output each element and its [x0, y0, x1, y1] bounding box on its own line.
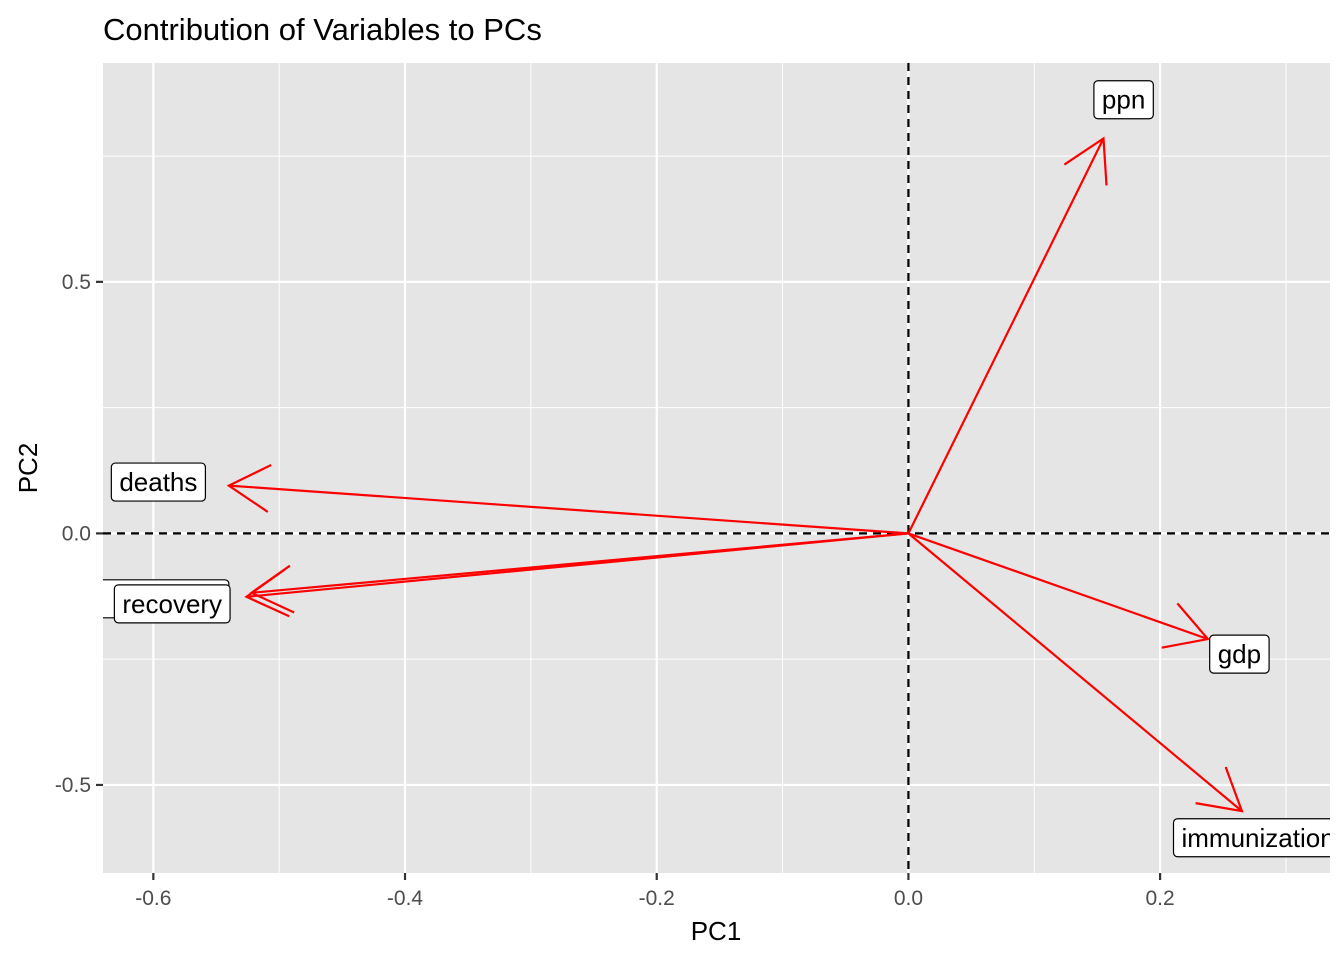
- x-axis-title: PC1: [691, 916, 742, 946]
- arrow-shaft: [907, 532, 1243, 812]
- label-recovery: recovery: [113, 584, 231, 624]
- x-axis: -0.6 -0.4 -0.2 0.0 0.2: [135, 873, 1175, 910]
- loading-arrows: [226, 136, 1244, 813]
- x-tick-label: 0.0: [894, 887, 923, 910]
- x-tick-label: -0.2: [639, 887, 675, 910]
- arrow-immunization: [907, 532, 1244, 813]
- reference-lines: [103, 63, 1330, 873]
- label-text: recovery: [122, 589, 222, 619]
- label-ppn: ppn: [1093, 80, 1154, 120]
- label-box: [1093, 80, 1154, 120]
- arrow-recovery: [244, 532, 909, 618]
- arrow-shaft: [228, 484, 909, 535]
- label-deaths: deaths: [110, 462, 207, 502]
- label-gdp: gdp: [1209, 634, 1270, 674]
- arrow-head: [226, 464, 272, 513]
- label-box: [1172, 818, 1330, 858]
- chart-title: Contribution of Variables to PCs: [103, 12, 542, 47]
- label-text: ppn: [1102, 85, 1145, 115]
- variable-labels: ppn deaths recovery gdp immunization: [103, 80, 1335, 858]
- arrow-head: [1195, 766, 1244, 813]
- label-immunization: immunization: [1172, 818, 1335, 858]
- arrow-gdp: [908, 532, 1211, 649]
- label-box: [113, 584, 231, 624]
- label-text: immunization: [1182, 823, 1335, 853]
- minor-gridlines: [103, 63, 1330, 873]
- x-tick-label: -0.4: [387, 887, 424, 910]
- y-axis: -0.5 0.0 0.5: [55, 271, 103, 797]
- arrow-shaft: [246, 532, 909, 598]
- y-tick-label: 0.0: [62, 522, 91, 545]
- label-box: [110, 462, 207, 502]
- arrow-shaft: [908, 532, 1209, 641]
- label-text: deaths: [119, 467, 197, 497]
- x-tick-label: -0.6: [135, 887, 171, 910]
- y-tick-label: 0.5: [62, 271, 91, 294]
- arrow-shaft: [907, 137, 1105, 534]
- arrow-head: [1161, 602, 1211, 649]
- y-tick-label: -0.5: [55, 774, 91, 797]
- arrow-deaths: [226, 464, 909, 535]
- y-axis-title: PC2: [13, 443, 43, 494]
- label-text: gdp: [1218, 639, 1261, 669]
- x-tick-label: 0.2: [1146, 887, 1175, 910]
- arrow-head: [1063, 136, 1108, 186]
- plot-panel: [103, 63, 1330, 873]
- arrow-ppn: [907, 136, 1108, 534]
- label-box: [1209, 634, 1270, 674]
- arrow-head: [244, 568, 290, 618]
